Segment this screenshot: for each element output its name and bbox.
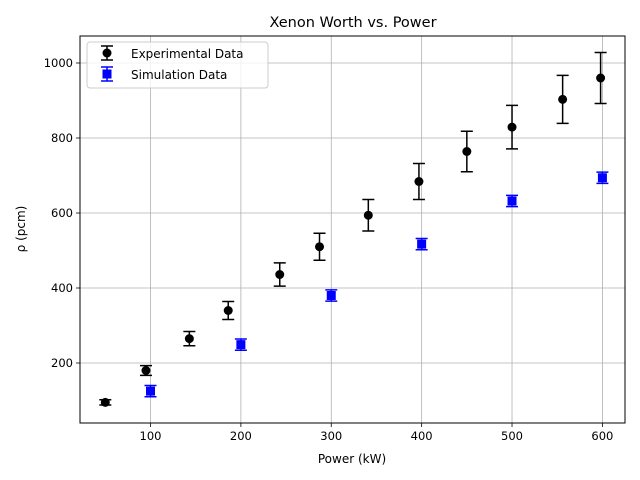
x-axis-label: Power (kW) [318, 452, 386, 466]
point-1-5 [597, 173, 607, 183]
x-tick-label-200: 200 [230, 429, 252, 443]
point-1-4 [507, 196, 517, 206]
x-tick-label-600: 600 [591, 429, 613, 443]
grid-lines [80, 36, 625, 423]
data-series [99, 51, 609, 407]
point-0-0 [100, 397, 110, 407]
y-tick-label-1000: 1000 [44, 56, 73, 70]
y-tick-label-400: 400 [51, 281, 73, 295]
legend-marker-1 [102, 69, 112, 79]
legend: Experimental Data Simulation Data [86, 41, 269, 89]
point-0-10 [558, 94, 568, 104]
y-axis-label: ρ (pcm) [14, 206, 28, 253]
series-0 [99, 51, 607, 407]
legend-label-experimental: Experimental Data [131, 47, 244, 61]
point-1-3 [417, 239, 427, 249]
point-0-7 [414, 177, 424, 186]
point-0-9 [507, 122, 517, 132]
series-1 [144, 171, 609, 398]
x-tick-label-300: 300 [320, 429, 342, 443]
legend-label-simulation: Simulation Data [131, 68, 227, 82]
point-0-6 [363, 210, 373, 220]
point-1-0 [145, 386, 155, 396]
point-0-5 [315, 242, 325, 252]
axis-ticks: 100 200 300 400 500 600 200 400 600 800 1000 [44, 56, 614, 443]
point-0-2 [184, 334, 194, 344]
plot-frame [79, 35, 626, 424]
legend-markers [101, 45, 113, 82]
x-tick-label-400: 400 [411, 429, 433, 443]
point-0-4 [275, 270, 285, 279]
x-tick-label-500: 500 [501, 429, 523, 443]
chart-title: Xenon Worth vs. Power [269, 15, 436, 31]
point-1-1 [236, 340, 246, 350]
point-1-2 [326, 291, 336, 300]
legend-marker-0 [102, 48, 112, 58]
point-0-3 [223, 306, 233, 315]
point-0-11 [596, 73, 606, 83]
point-0-1 [141, 366, 151, 375]
y-tick-label-800: 800 [51, 131, 73, 145]
y-tick-label-200: 200 [51, 356, 73, 370]
legend-box [86, 41, 269, 89]
x-tick-label-100: 100 [140, 429, 162, 443]
y-tick-label-600: 600 [51, 206, 73, 220]
point-0-8 [462, 147, 472, 156]
